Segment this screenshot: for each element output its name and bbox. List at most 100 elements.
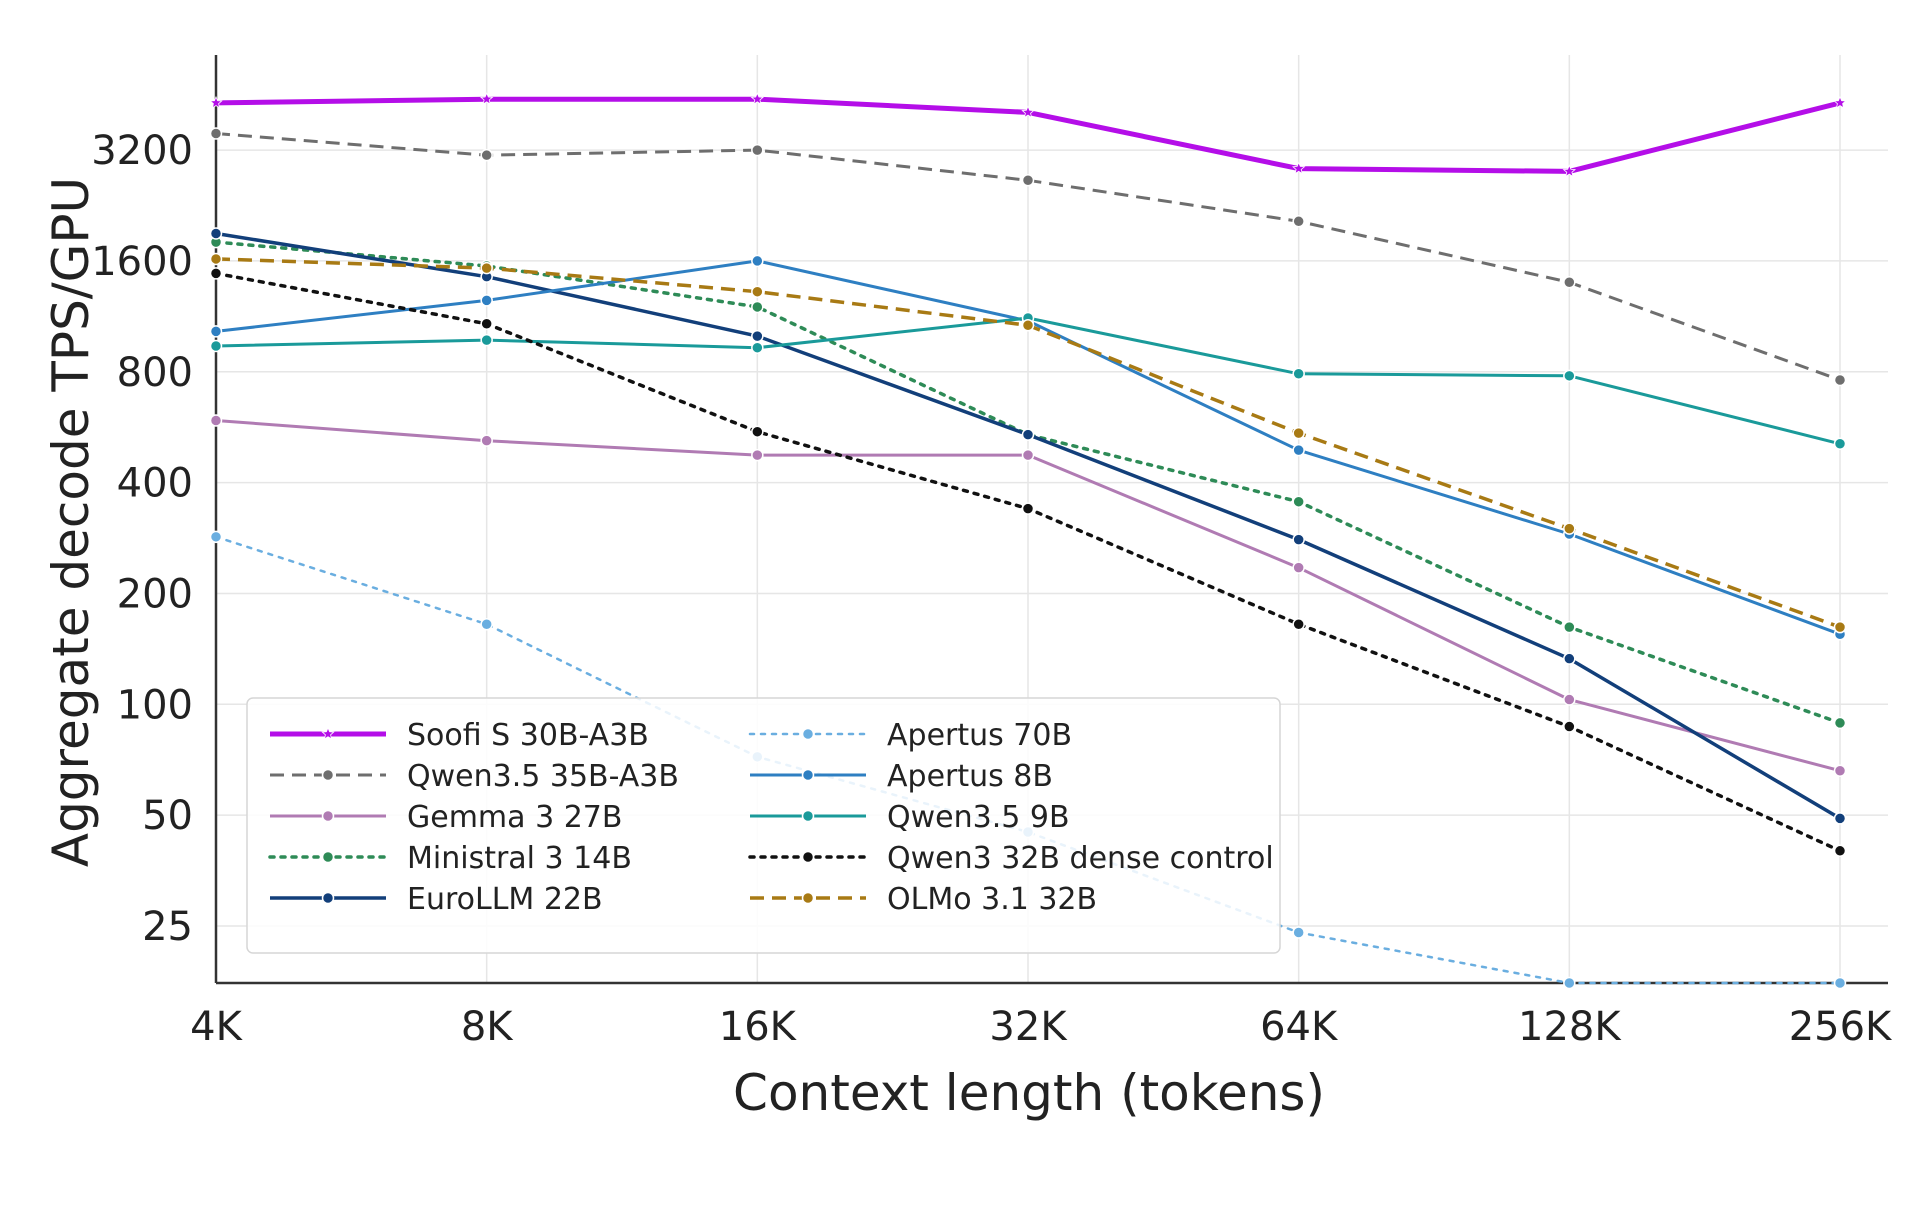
data-point xyxy=(1563,276,1576,289)
data-point xyxy=(480,92,494,105)
legend-marker xyxy=(801,727,815,741)
axes: 4K 8K 16K 32K 64K 128K 256K 25 50 100 200 400 800 160… xyxy=(91,55,1893,1050)
series-group xyxy=(209,252,1847,634)
legend-label: Soofi S 30B-A3B xyxy=(407,718,649,753)
data-point xyxy=(1292,426,1305,440)
data-point xyxy=(751,143,764,157)
legend-marker xyxy=(801,768,815,782)
data-point xyxy=(1292,495,1305,508)
legend-label: OLMo 3.1 32B xyxy=(887,882,1097,917)
data-point xyxy=(750,92,764,105)
grid xyxy=(215,55,1888,983)
legend-marker xyxy=(801,891,815,905)
series-group xyxy=(209,267,1847,858)
legend-label: EuroLLM 22B xyxy=(407,882,603,917)
data-point xyxy=(751,285,764,298)
data-point xyxy=(209,414,223,427)
data-point xyxy=(209,325,223,338)
data-point xyxy=(1833,764,1847,777)
data-point xyxy=(1292,533,1305,546)
legend-item: Apertus 70B xyxy=(748,718,1072,753)
y-tick-label: 3200 xyxy=(91,128,193,174)
x-tick-label: 128K xyxy=(1518,1004,1622,1050)
data-point xyxy=(480,261,493,275)
legend-label: Apertus 70B xyxy=(887,718,1072,753)
data-point xyxy=(480,317,493,331)
data-point xyxy=(751,329,764,343)
data-point xyxy=(480,148,493,162)
series-group xyxy=(209,311,1847,451)
legend-item: Soofi S 30B-A3B xyxy=(270,718,649,753)
legend-marker xyxy=(321,768,335,782)
data-point xyxy=(480,434,493,447)
data-point xyxy=(1292,617,1305,631)
data-point xyxy=(1021,428,1035,441)
data-point xyxy=(480,617,493,631)
y-tick-label: 200 xyxy=(117,571,193,617)
data-point xyxy=(1292,161,1306,175)
data-point xyxy=(751,300,764,314)
data-point xyxy=(1292,215,1305,228)
series-group xyxy=(209,414,1847,777)
legend-item: Qwen3.5 35B-A3B xyxy=(270,759,679,794)
data-point xyxy=(1292,561,1305,574)
legend: Soofi S 30B-A3B Qwen3.5 35B-A3B Gemma 3 27… xyxy=(246,697,1281,954)
data-point xyxy=(1833,95,1847,109)
data-point xyxy=(1292,443,1305,457)
data-point xyxy=(1833,844,1847,858)
legend-marker xyxy=(321,850,335,864)
data-point xyxy=(751,254,764,268)
data-point xyxy=(1563,522,1576,535)
y-tick-label: 100 xyxy=(117,682,193,728)
x-tick-label: 16K xyxy=(719,1004,798,1050)
y-tick-label: 25 xyxy=(142,904,193,950)
legend-item: Qwen3 32B dense control xyxy=(748,841,1274,876)
data-point xyxy=(1021,105,1035,119)
data-point xyxy=(209,227,223,240)
data-point xyxy=(1833,620,1847,634)
data-point xyxy=(209,530,223,544)
legend-item: Qwen3.5 9B xyxy=(750,800,1070,835)
y-tick-label: 800 xyxy=(117,350,193,396)
legend-label: Qwen3.5 9B xyxy=(887,800,1070,835)
legend-item: EuroLLM 22B xyxy=(270,882,603,917)
x-tick-label: 64K xyxy=(1260,1004,1339,1050)
data-point xyxy=(1563,976,1576,990)
data-point xyxy=(1563,369,1576,383)
y-tick-label: 400 xyxy=(117,461,193,507)
data-point xyxy=(751,448,764,462)
data-point xyxy=(1833,373,1847,387)
data-point xyxy=(209,252,223,266)
data-point xyxy=(1021,319,1035,332)
legend-marker xyxy=(321,891,335,905)
legend-item: Gemma 3 27B xyxy=(270,800,622,835)
legend-label: Apertus 8B xyxy=(887,759,1053,794)
data-point xyxy=(1021,448,1035,462)
legend-label: Gemma 3 27B xyxy=(407,800,622,835)
y-axis-title: Aggregate decode TPS/GPU xyxy=(42,177,100,867)
data-point xyxy=(480,294,493,307)
legend-label: Qwen3.5 35B-A3B xyxy=(407,759,679,794)
data-point xyxy=(209,127,223,140)
data-point xyxy=(1562,164,1576,178)
data-point xyxy=(1292,926,1305,939)
data-point xyxy=(1021,502,1035,515)
data-point xyxy=(480,333,493,347)
legend-marker xyxy=(801,809,815,823)
data-point xyxy=(209,95,223,109)
data-point xyxy=(209,339,223,353)
series-lines xyxy=(209,92,1847,990)
data-point xyxy=(1563,652,1576,665)
x-axis-title: Context length (tokens) xyxy=(733,1064,1325,1122)
data-point xyxy=(751,341,764,354)
legend-box xyxy=(246,697,1281,954)
x-tick-label: 4K xyxy=(190,1004,243,1050)
data-point xyxy=(1833,812,1847,825)
data-point xyxy=(209,267,223,280)
data-point xyxy=(1021,174,1035,187)
data-point xyxy=(1563,620,1576,634)
x-tick-label: 32K xyxy=(989,1004,1068,1050)
